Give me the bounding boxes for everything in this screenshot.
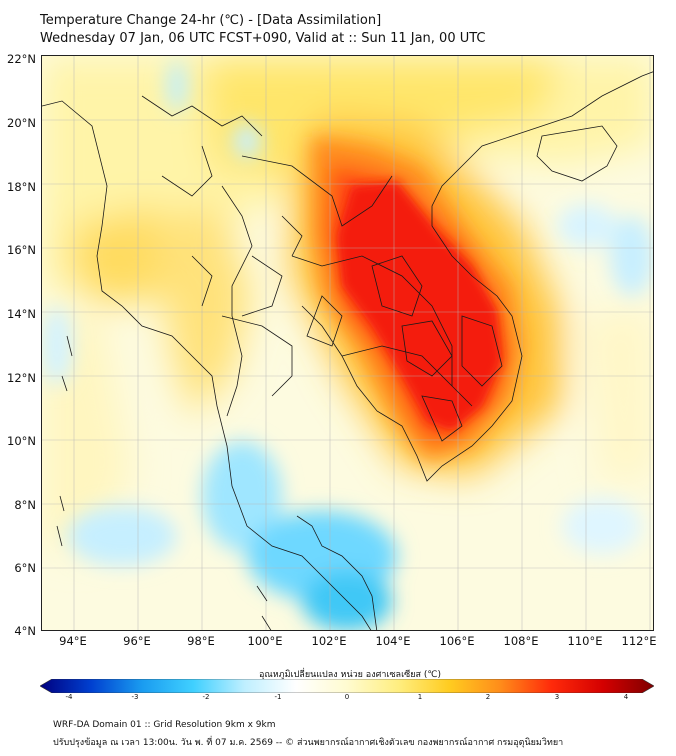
colorbar-tick: 3 bbox=[554, 693, 560, 701]
lat-label: 8°N bbox=[14, 498, 36, 512]
lat-label: 4°N bbox=[14, 624, 36, 638]
colorbar-tick: -2 bbox=[202, 693, 210, 701]
colorbar-tick: 0 bbox=[344, 693, 350, 701]
lat-label: 18°N bbox=[7, 180, 36, 194]
lat-label: 10°N bbox=[7, 434, 36, 448]
colorbar-tick: 2 bbox=[485, 693, 491, 701]
lat-label: 12°N bbox=[7, 371, 36, 385]
coastlines-and-borders bbox=[42, 71, 653, 630]
chart-title-block: Temperature Change 24-hr (℃) - [Data Ass… bbox=[40, 12, 486, 48]
colorbar-tick: -3 bbox=[131, 693, 139, 701]
colorbar-bar bbox=[39, 678, 655, 694]
colorbar bbox=[39, 678, 655, 694]
title-line-1: Temperature Change 24-hr (℃) - [Data Ass… bbox=[40, 13, 382, 28]
title-line-2: Wednesday 07 Jan, 06 UTC FCST+090, Valid… bbox=[40, 31, 486, 46]
lon-label: 106°E bbox=[439, 634, 475, 648]
lon-label: 108°E bbox=[503, 634, 539, 648]
temperature-map bbox=[42, 56, 653, 630]
lat-label: 14°N bbox=[7, 307, 36, 321]
footer-line-2: ปรับปรุงข้อมูล ณ เวลา 13:00น. วัน พ. ที่… bbox=[53, 738, 564, 748]
colorbar-graphic bbox=[39, 678, 655, 694]
lon-label: 96°E bbox=[123, 634, 151, 648]
lon-label: 112°E bbox=[621, 634, 657, 648]
lat-label: 20°N bbox=[7, 116, 36, 130]
lon-label: 94°E bbox=[59, 634, 87, 648]
temperature-field bbox=[42, 56, 653, 630]
lon-label: 100°E bbox=[247, 634, 283, 648]
lat-label: 16°N bbox=[7, 243, 36, 257]
colorbar-title: อุณหภูมิเปลี่ยนแปลง หน่วย องศาเซลเซียส (… bbox=[258, 670, 442, 680]
lat-label: 6°N bbox=[14, 561, 36, 575]
colorbar-tick: 4 bbox=[623, 693, 629, 701]
map-panel bbox=[41, 55, 654, 631]
gridlines bbox=[42, 56, 653, 630]
lon-label: 98°E bbox=[187, 634, 215, 648]
lon-label: 110°E bbox=[567, 634, 603, 648]
colorbar-tick: -1 bbox=[274, 693, 282, 701]
lon-label: 104°E bbox=[375, 634, 411, 648]
colorbar-tick: 1 bbox=[417, 693, 423, 701]
cool-anomalies bbox=[42, 60, 653, 630]
colorbar-tick: -4 bbox=[65, 693, 73, 701]
lon-label: 102°E bbox=[311, 634, 347, 648]
footer-line-1: WRF-DA Domain 01 :: Grid Resolution 9km … bbox=[53, 720, 276, 730]
lat-label: 22°N bbox=[7, 52, 36, 66]
